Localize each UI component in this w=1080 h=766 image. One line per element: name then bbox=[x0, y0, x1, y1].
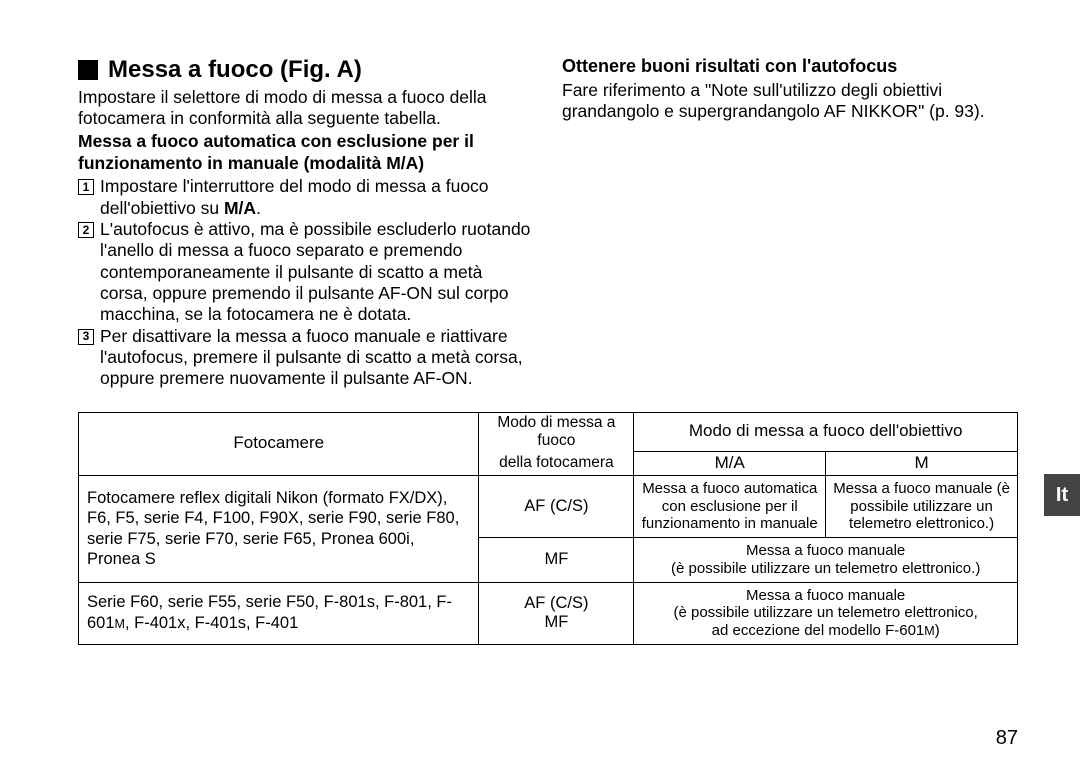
cell-ma-desc: Messa a fuoco automatica con esclusione … bbox=[634, 476, 826, 538]
step-number-icon: 3 bbox=[78, 329, 94, 345]
section-heading: Messa a fuoco (Fig. A) bbox=[78, 56, 534, 85]
step-number-icon: 1 bbox=[78, 179, 94, 195]
header-camera-mode-bottom: della fotocamera bbox=[479, 452, 634, 476]
text-bold: M/A bbox=[224, 198, 256, 218]
two-column-layout: Messa a fuoco (Fig. A) Impostare il sele… bbox=[78, 56, 1018, 390]
text-fragment: ) bbox=[935, 622, 940, 639]
step-text: L'autofocus è attivo, ma è possibile esc… bbox=[100, 219, 534, 326]
subheading-results: Ottenere buoni risultati con l'autofocus bbox=[562, 56, 1018, 78]
square-bullet-icon bbox=[78, 60, 98, 80]
cell-cameras-1: Fotocamere reflex digitali Nikon (format… bbox=[79, 476, 479, 582]
text-fragment: ad eccezione del modello F-601 bbox=[712, 622, 925, 639]
table-row: Fotocamere Modo di messa a fuoco Modo di… bbox=[79, 412, 1018, 452]
step-text: Impostare l'interruttore del modo di mes… bbox=[100, 176, 534, 219]
focus-table: Fotocamere Modo di messa a fuoco Modo di… bbox=[78, 412, 1018, 645]
cell-cameras-2: Serie F60, serie F55, serie F50, F-801s,… bbox=[79, 582, 479, 644]
text-fragment: (è possibile utilizzare un telemetro ele… bbox=[671, 560, 980, 577]
right-body: Fare riferimento a "Note sull'utilizzo d… bbox=[562, 80, 1018, 123]
header-camera-mode-top: Modo di messa a fuoco bbox=[479, 412, 634, 452]
right-column: Ottenere buoni risultati con l'autofocus… bbox=[562, 56, 1018, 390]
section-heading-text: Messa a fuoco (Fig. A) bbox=[108, 56, 362, 85]
step-number-icon: 2 bbox=[78, 222, 94, 238]
step-text: Per disattivare la messa a fuoco manuale… bbox=[100, 326, 534, 390]
header-ma: M/A bbox=[634, 452, 826, 476]
text-fragment: Impostare l'interruttore del modo di mes… bbox=[100, 176, 489, 217]
language-tab: It bbox=[1044, 474, 1080, 516]
text-fragment: (è possibile utilizzare un telemetro ele… bbox=[673, 604, 977, 621]
text-fragment: AF (C/S) bbox=[524, 594, 588, 612]
smallcaps: M bbox=[924, 624, 934, 638]
cell-mf-merged: Messa a fuoco manuale (è possibile utili… bbox=[634, 538, 1018, 582]
header-cameras: Fotocamere bbox=[79, 412, 479, 476]
header-m: M bbox=[826, 452, 1018, 476]
text-fragment: , F-401x, F-401s, F-401 bbox=[125, 614, 298, 632]
table-row: Serie F60, serie F55, serie F50, F-801s,… bbox=[79, 582, 1018, 644]
step-item: 3 Per disattivare la messa a fuoco manua… bbox=[78, 326, 534, 390]
text-fragment: Messa a fuoco manuale bbox=[746, 542, 905, 559]
table-row: Fotocamere reflex digitali Nikon (format… bbox=[79, 476, 1018, 538]
manual-page: It Messa a fuoco (Fig. A) Impostare il s… bbox=[0, 0, 1080, 766]
cell-merged-2: Messa a fuoco manuale (è possibile utili… bbox=[634, 582, 1018, 644]
cell-mode-mf: MF bbox=[479, 538, 634, 582]
left-column: Messa a fuoco (Fig. A) Impostare il sele… bbox=[78, 56, 534, 390]
intro-paragraph: Impostare il selettore di modo di messa … bbox=[78, 87, 534, 130]
subheading-autofocus: Messa a fuoco automatica con esclusione … bbox=[78, 131, 534, 174]
cell-m-desc: Messa a fuoco manuale (è possibile utili… bbox=[826, 476, 1018, 538]
step-list: 1 Impostare l'interruttore del modo di m… bbox=[78, 176, 534, 389]
text-fragment: . bbox=[256, 198, 261, 218]
cell-mode-af: AF (C/S) bbox=[479, 476, 634, 538]
cell-mode-af-mf: AF (C/S) MF bbox=[479, 582, 634, 644]
step-item: 1 Impostare l'interruttore del modo di m… bbox=[78, 176, 534, 219]
text-fragment: MF bbox=[544, 613, 568, 631]
header-lens-mode: Modo di messa a fuoco dell'obiettivo bbox=[634, 412, 1018, 452]
page-number: 87 bbox=[996, 727, 1018, 750]
text-fragment: Messa a fuoco manuale bbox=[746, 587, 905, 604]
smallcaps: M bbox=[115, 617, 125, 631]
step-item: 2 L'autofocus è attivo, ma è possibile e… bbox=[78, 219, 534, 326]
focus-table-wrap: Fotocamere Modo di messa a fuoco Modo di… bbox=[78, 412, 1018, 645]
